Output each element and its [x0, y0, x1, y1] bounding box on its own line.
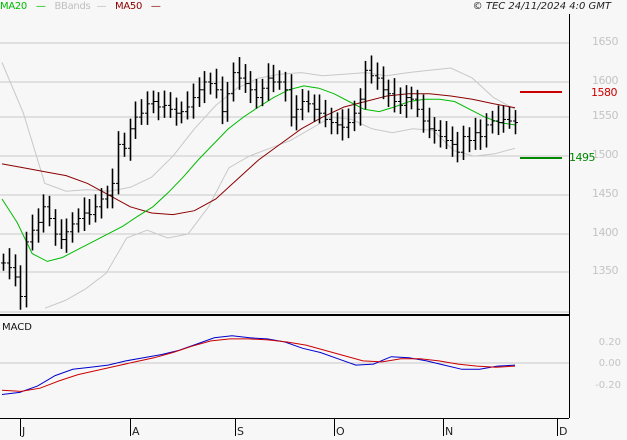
macd-tick-label: -0.20	[595, 380, 621, 391]
price-tick-label: 1550	[592, 109, 619, 122]
legend-ma20: MA20 —	[0, 1, 46, 12]
month-label: D	[559, 425, 568, 438]
month-label: S	[237, 425, 244, 438]
legend-ma50: MA50 —	[115, 1, 161, 12]
price-tick-label: 1450	[592, 187, 619, 200]
price-tick-label: 1650	[592, 35, 619, 48]
price-tick-label: 1350	[592, 264, 619, 277]
month-label: A	[132, 425, 140, 438]
legend: MA20 — BBands — MA50 —	[0, 1, 167, 12]
price-tick-label: 1500	[592, 148, 619, 161]
legend-bbands: BBands —	[54, 1, 107, 12]
price-tick-label: 1600	[592, 74, 619, 87]
ohlc-bars	[1, 55, 518, 310]
month-label: N	[445, 425, 454, 438]
support-resistance-lines	[520, 91, 562, 159]
price-tick-label: 1400	[592, 226, 619, 239]
macd-title: MACD	[2, 322, 32, 333]
macd-tick-label: 0.20	[598, 337, 621, 348]
copyright: © TEC 24/11/2024 4:0 GMT	[472, 1, 611, 12]
resistance-label: 1580	[591, 86, 618, 99]
month-label: J	[22, 425, 26, 438]
chart-frame	[0, 14, 570, 436]
ma20-line	[1, 85, 516, 262]
macd-lines	[1, 335, 516, 395]
ma50-line	[1, 93, 516, 216]
month-label: O	[336, 425, 345, 438]
macd-tick-label: 0.00	[598, 358, 621, 369]
support-label: 1495	[569, 151, 596, 164]
